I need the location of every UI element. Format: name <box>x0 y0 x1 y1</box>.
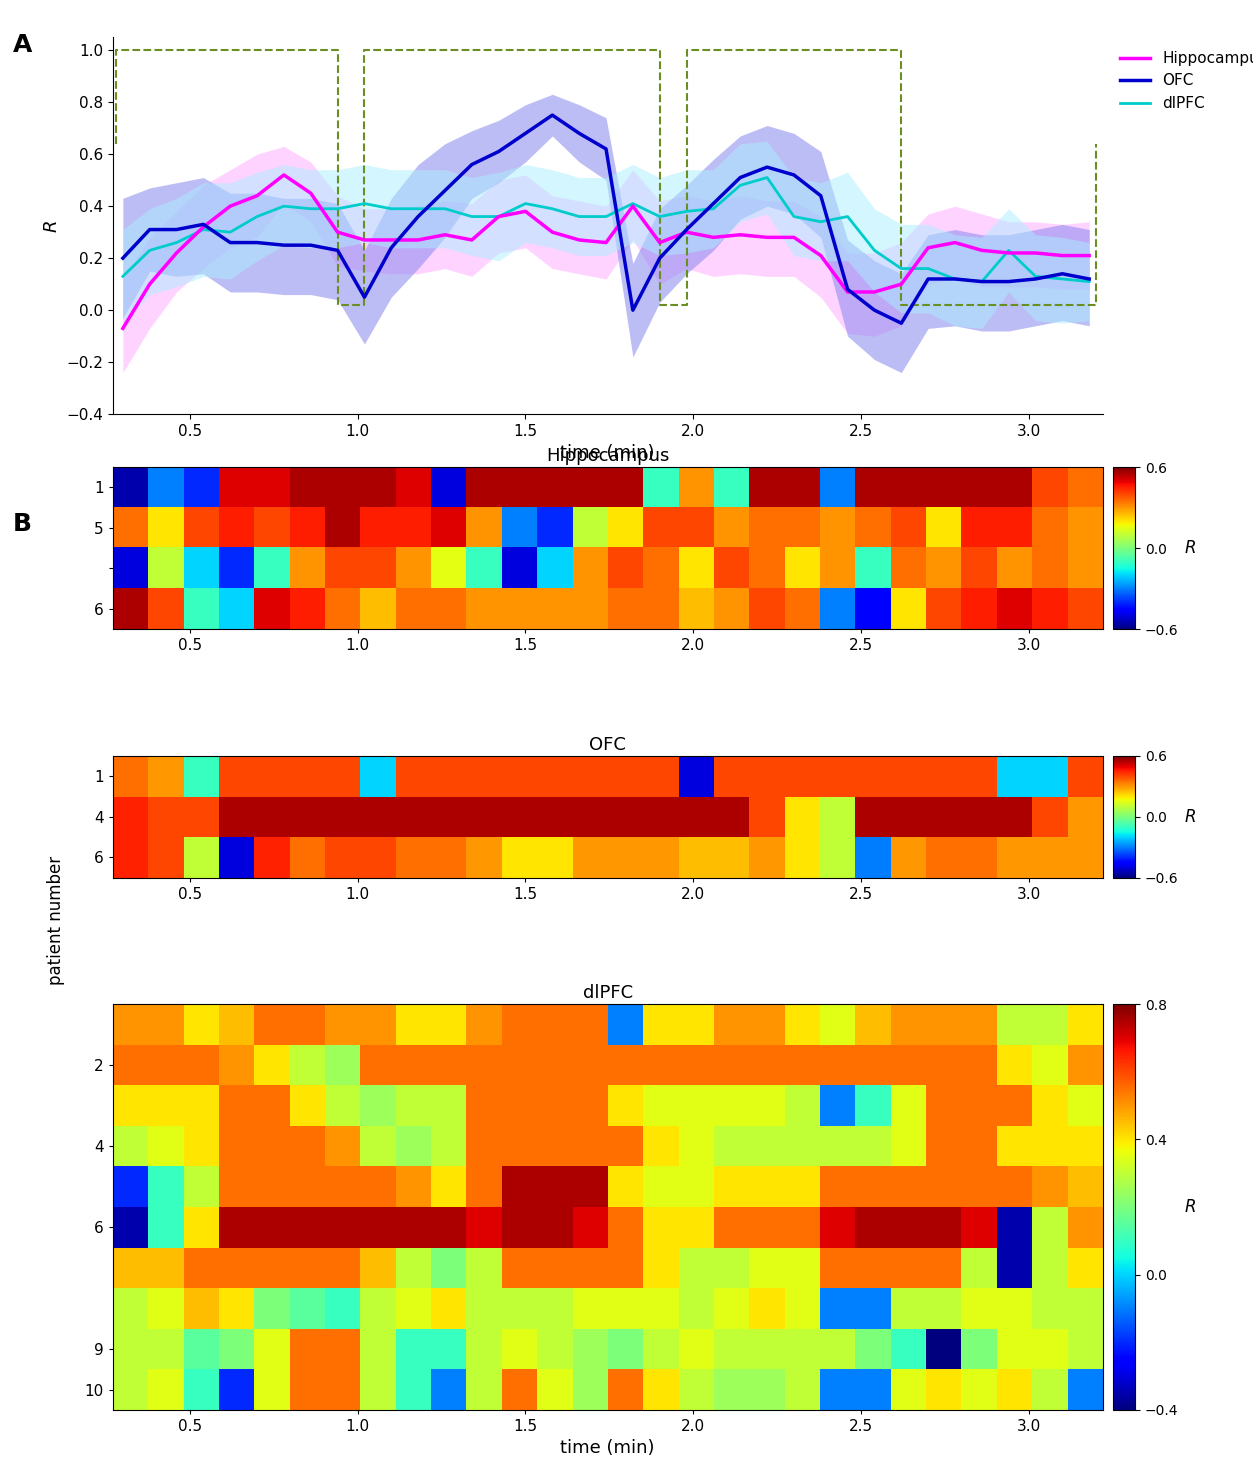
Text: R: R <box>1185 1198 1197 1215</box>
Text: R: R <box>1185 807 1197 825</box>
Title: dlPFC: dlPFC <box>583 984 633 1003</box>
Title: Hippocampus: Hippocampus <box>546 448 669 466</box>
Text: A: A <box>13 33 31 56</box>
Text: patient number: patient number <box>48 855 65 985</box>
Y-axis label: R: R <box>43 220 60 232</box>
X-axis label: time (min): time (min) <box>560 1439 655 1457</box>
Text: R: R <box>1185 539 1197 556</box>
Legend: Hippocampus, OFC, dlPFC: Hippocampus, OFC, dlPFC <box>1114 45 1253 117</box>
X-axis label: time (min): time (min) <box>560 445 655 463</box>
Title: OFC: OFC <box>589 736 626 754</box>
Text: B: B <box>13 512 31 536</box>
